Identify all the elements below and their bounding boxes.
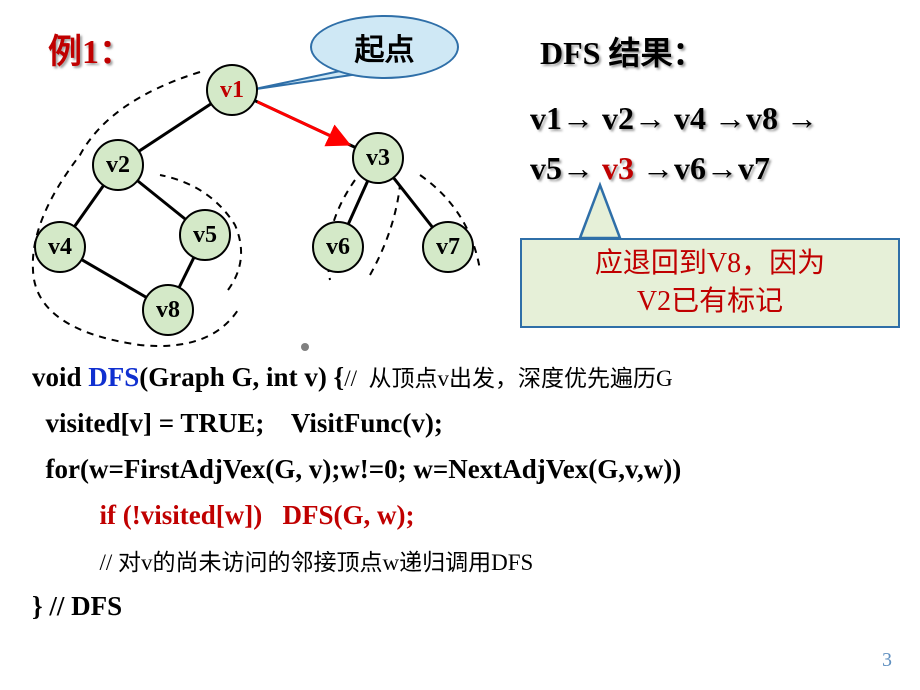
code-line: void DFS(Graph G, int v) {// 从顶点v出发，深度优先… — [32, 355, 902, 401]
code-block: void DFS(Graph G, int v) {// 从顶点v出发，深度优先… — [32, 355, 902, 630]
slide: 例1： 起点 DFS 结果： v1→ v2→ v4 →v8 → v5→ v3 →… — [0, 0, 920, 690]
example-title: 例1： — [48, 24, 133, 73]
code-line: if (!visited[w]) DFS(G, w); — [32, 493, 902, 539]
dfs-result-title: DFS 结果： — [540, 28, 704, 74]
graph-node-v3: v3 — [352, 132, 404, 184]
dfs-result-line-1: v1→ v2→ v4 →v8 → — [530, 100, 818, 137]
graph-node-v2: v2 — [92, 139, 144, 191]
slide-marker-dot — [301, 343, 309, 351]
page-number: 3 — [882, 649, 892, 672]
graph-node-v5: v5 — [179, 209, 231, 261]
graph-node-v7: v7 — [422, 221, 474, 273]
code-line: for(w=FirstAdjVex(G, v);w!=0; w=NextAdjV… — [32, 447, 902, 493]
graph-node-v6: v6 — [312, 221, 364, 273]
graph-node-v8: v8 — [142, 284, 194, 336]
code-line: // 对v的尚未访问的邻接顶点w递归调用DFS — [32, 539, 902, 585]
code-line: } // DFS — [32, 584, 902, 630]
note-box: 应退回到V8，因为V2已有标记 — [520, 238, 900, 328]
dfs-result-line-2: v5→ v3 →v6→v7 — [530, 150, 770, 187]
start-callout: 起点 — [310, 15, 459, 79]
code-line: visited[v] = TRUE; VisitFunc(v); — [32, 401, 902, 447]
graph-node-v4: v4 — [34, 221, 86, 273]
graph-node-v1: v1 — [206, 64, 258, 116]
